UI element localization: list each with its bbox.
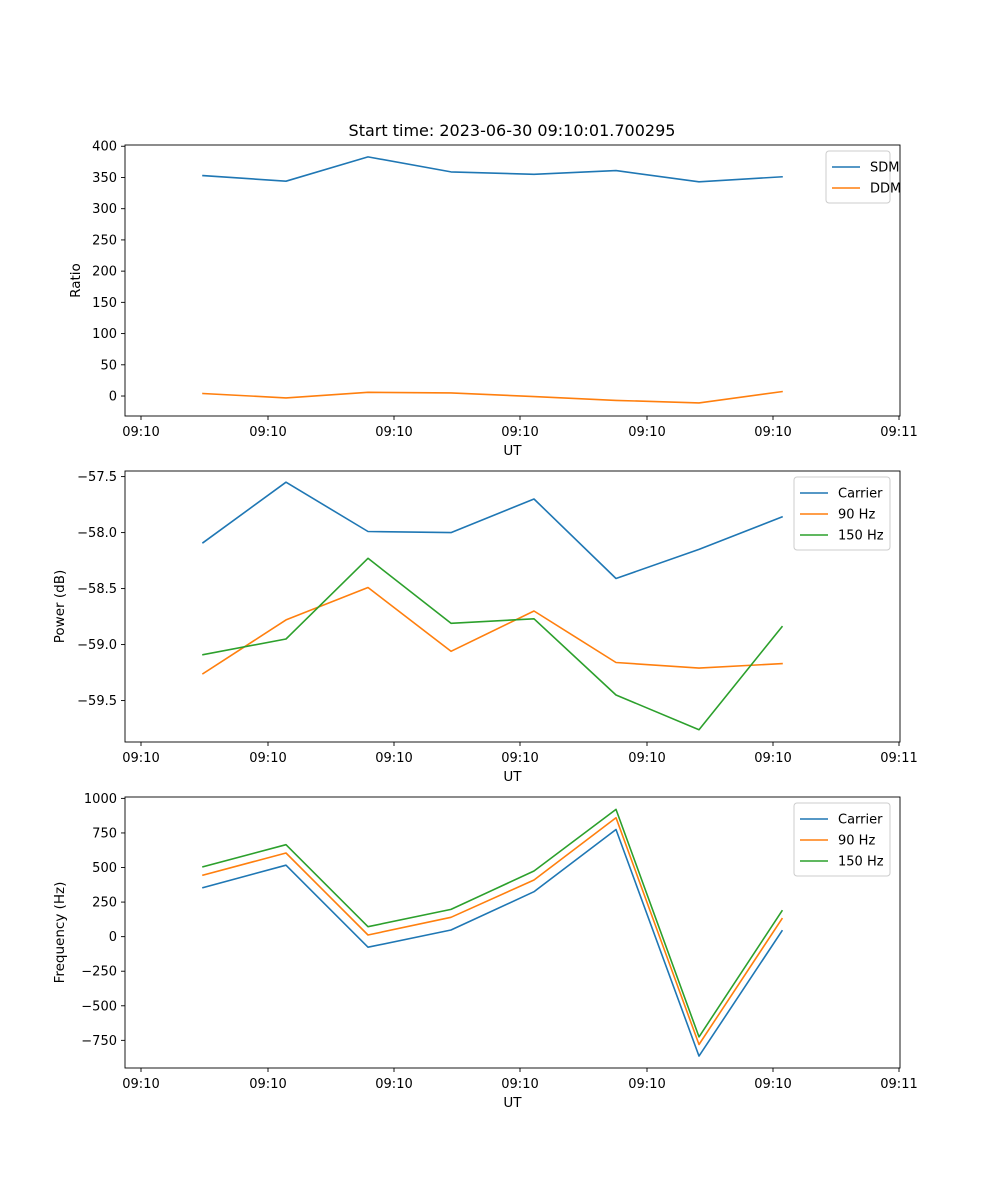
subplot-1: 0 50 100 150 200 250 300 350 400 09:10 09:10 09:10 0… (68, 140, 918, 459)
axes-frame (124, 144, 901, 417)
y-tick-label: 150 (92, 296, 117, 311)
y-tick-label: 200 (92, 265, 117, 280)
legend: Carrier 90 Hz 150 Hz (793, 802, 891, 877)
y-tick-label: −500 (81, 999, 117, 1014)
y-tick-label: 0 (109, 390, 117, 405)
x-tick-label: 09:10 (122, 751, 159, 766)
legend-box (793, 802, 891, 877)
y-tick-label: 750 (92, 826, 117, 841)
x-tick-label: 09:10 (122, 425, 159, 440)
x-tick-label: 09:11 (880, 1077, 917, 1092)
series-line-90-hz (202, 816, 784, 1046)
series-line-150-hz (202, 808, 784, 1038)
x-tick-label: 09:10 (628, 1077, 665, 1092)
legend-box (793, 476, 891, 551)
subplot-2: −57.5 −58.0 −58.5 −59.0 −59.5 09:10 09:10 09:10… (52, 470, 918, 785)
y-tick-label: 250 (92, 896, 117, 911)
x-axis-label: UT (503, 1095, 522, 1111)
x-tick-label: 09:10 (249, 425, 286, 440)
series-line-150-hz (202, 557, 784, 731)
series-line-carrier (202, 828, 784, 1057)
y-tick-label: −59.0 (77, 638, 117, 653)
legend-entry-label: Carrier (838, 487, 883, 502)
legend-entry-label: SDM (870, 161, 899, 176)
y-tick-label: 1000 (84, 792, 117, 807)
y-tick-label: 50 (100, 358, 117, 373)
y-tick-label: −250 (81, 965, 117, 980)
x-axis-label: UT (503, 443, 522, 459)
x-tick-label: 09:10 (754, 751, 791, 766)
legend-entry-label: 150 Hz (838, 529, 884, 544)
series-line-90-hz (201, 586, 783, 675)
x-tick-label: 09:10 (249, 751, 286, 766)
y-tick-label: 300 (92, 202, 117, 217)
y-tick-label: 500 (92, 861, 117, 876)
y-tick-label: −58.5 (77, 582, 117, 597)
axes-frame (124, 470, 901, 743)
y-tick-label: −58.0 (77, 526, 117, 541)
legend-entry-label: Carrier (838, 813, 883, 828)
legend-box (825, 150, 891, 204)
legend: SDM DDM (825, 150, 901, 204)
y-tick-label: 400 (92, 140, 117, 155)
y-tick-label: 100 (92, 327, 117, 342)
x-axis-label: UT (503, 769, 522, 785)
legend-entry-label: 150 Hz (838, 855, 884, 870)
x-tick-label: 09:10 (249, 1077, 286, 1092)
y-tick-label: −59.5 (77, 694, 117, 709)
x-tick-label: 09:10 (628, 425, 665, 440)
x-tick-label: 09:11 (880, 751, 917, 766)
y-tick-label: −57.5 (77, 470, 117, 485)
legend: Carrier 90 Hz 150 Hz (793, 476, 891, 551)
x-tick-label: 09:10 (501, 751, 538, 766)
series-line-carrier (201, 481, 784, 580)
y-axis-label: Ratio (68, 263, 84, 298)
y-axis-label: Power (dB) (52, 570, 68, 643)
x-tick-label: 09:10 (754, 1077, 791, 1092)
legend-entry-label: 90 Hz (838, 508, 875, 523)
x-tick-label: 09:10 (375, 751, 412, 766)
y-tick-label: 350 (92, 171, 117, 186)
subplot-3: 1000 750 500 250 0 −250 −500 −750 09:10 09:10 09:1… (52, 792, 918, 1111)
y-tick-label: 250 (92, 233, 117, 248)
y-tick-label: 0 (109, 930, 117, 945)
y-axis-label: Frequency (Hz) (52, 882, 68, 984)
x-tick-label: 09:10 (375, 425, 412, 440)
axes-frame (124, 796, 901, 1069)
x-tick-label: 09:10 (501, 425, 538, 440)
x-tick-label: 09:10 (628, 751, 665, 766)
legend-entry-label: 90 Hz (838, 834, 875, 849)
y-tick-label: −750 (81, 1034, 117, 1049)
x-tick-label: 09:10 (501, 1077, 538, 1092)
figure-title: Start time: 2023-06-30 09:10:01.700295 (349, 121, 676, 140)
subplots: 0 50 100 150 200 250 300 350 400 09:10 09:10 09:10 0… (52, 140, 918, 1111)
series-line-ddm (202, 390, 783, 404)
x-tick-label: 09:10 (375, 1077, 412, 1092)
series-line-sdm (202, 156, 783, 183)
legend-entry-label: DDM (870, 182, 901, 197)
x-tick-label: 09:10 (122, 1077, 159, 1092)
x-tick-label: 09:11 (880, 425, 917, 440)
x-tick-label: 09:10 (754, 425, 791, 440)
